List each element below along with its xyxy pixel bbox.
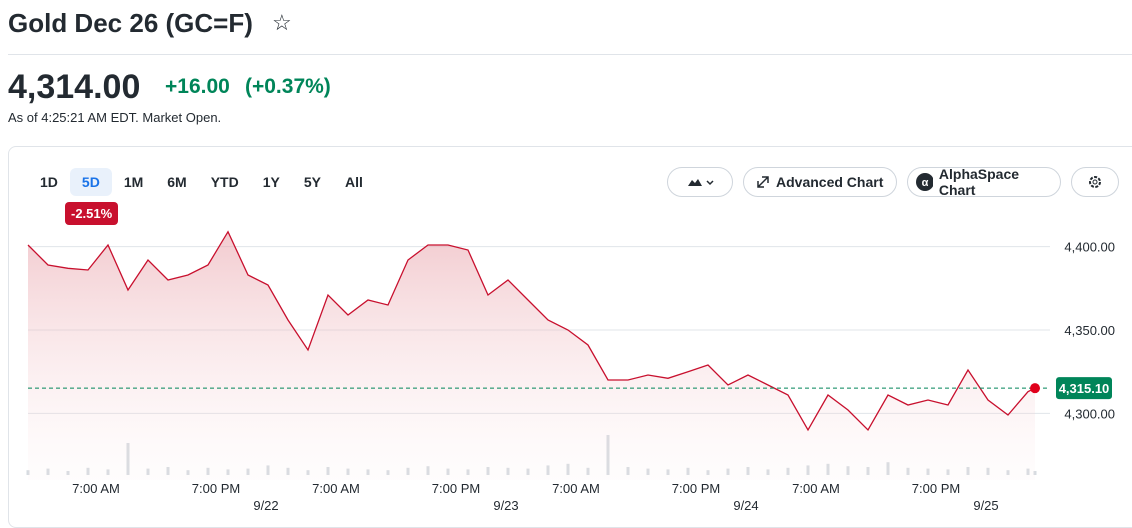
page: Gold Dec 26 (GC=F) ☆ 4,314.00 +16.00 (+0… (8, 8, 1132, 528)
current-price-badge (1056, 377, 1112, 400)
y-tick-label: 4,300.00 (1064, 406, 1115, 421)
range-tab[interactable]: 1D (40, 174, 58, 190)
x-tick-label: 7:00 PM (192, 481, 240, 496)
settings-button[interactable] (1071, 167, 1119, 197)
range-tab[interactable]: 5Y (303, 174, 321, 190)
x-date-label: 9/24 (733, 498, 758, 513)
watchlist-star[interactable]: ☆ (272, 10, 292, 35)
x-date-label: 9/23 (493, 498, 518, 513)
chart-type-button[interactable] (667, 167, 733, 197)
range-tab[interactable]: 6M (167, 174, 187, 190)
change-percent: (+0.37%) (245, 75, 331, 98)
as-of: As of 4:25:21 AM EDT. Market Open. (8, 110, 222, 125)
divider (8, 54, 1132, 55)
y-tick-label: 4,400.00 (1064, 240, 1115, 255)
x-tick-label: 7:00 PM (672, 481, 720, 496)
icon (1089, 176, 1101, 188)
price-chart: 4,300.00 4,350.00 4,400.00 4,315.10 7:00 AM 7… (26, 230, 1115, 513)
x-tick-label: 7:00 AM (552, 481, 600, 496)
x-tick-label: 7:00 AM (792, 481, 840, 496)
range-tab[interactable]: 1Y (262, 174, 280, 190)
title: Gold Dec 26 (GC=F) (8, 8, 253, 38)
current-price-label: 4,315.10 (1059, 381, 1110, 396)
range-tab[interactable]: 1M (123, 174, 144, 190)
price-area (28, 231, 1035, 480)
svg-text:α: α (922, 177, 929, 189)
x-tick-label: 7:00 PM (432, 481, 480, 496)
button-label: AlphaSpace Chart (938, 166, 1020, 198)
x-tick-label: 7:00 AM (72, 481, 120, 496)
last-point (1030, 383, 1040, 394)
x-tick-label: 7:00 PM (912, 481, 960, 496)
advanced-chart-button[interactable]: Advanced Chart (743, 167, 897, 197)
icon (757, 176, 769, 188)
icon (688, 179, 714, 186)
change: +16.00 (165, 75, 230, 98)
range-tabs: 1D 5D 1M 6M YTD 1Y 5Y All (28, 168, 375, 196)
range-tab[interactable]: 5D (69, 168, 112, 196)
x-date-label: 9/25 (973, 498, 998, 513)
x-tick-label: 7:00 AM (312, 481, 360, 496)
range-tab[interactable]: YTD (210, 174, 239, 190)
y-tick-label: 4,350.00 (1064, 323, 1115, 338)
price: 4,314.00 (8, 68, 141, 106)
price-line (27, 230, 1036, 432)
range-badge: -2.51% (65, 202, 119, 225)
range-tab[interactable]: All (344, 174, 363, 190)
alphaspace-button[interactable]: α AlphaSpace Chart (907, 166, 1061, 198)
button-label: Advanced Chart (776, 174, 884, 190)
x-date-label: 9/22 (253, 498, 278, 513)
icon: α (916, 173, 933, 191)
